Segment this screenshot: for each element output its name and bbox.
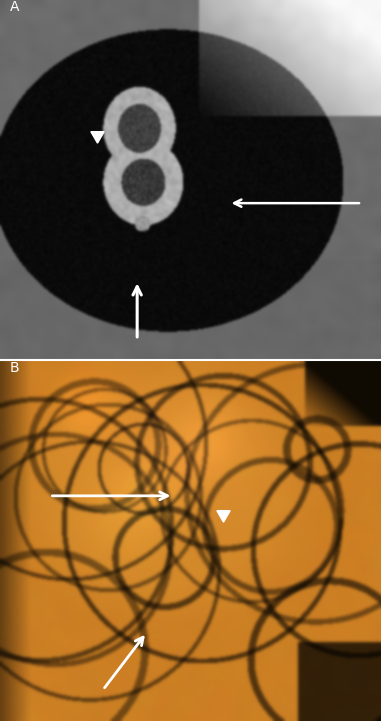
Text: A: A xyxy=(10,1,19,14)
Text: B: B xyxy=(10,362,19,375)
